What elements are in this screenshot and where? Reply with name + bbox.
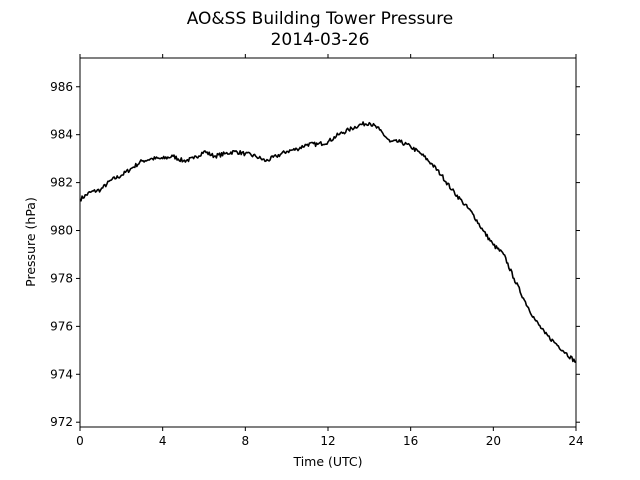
y-tick-label: 986 — [50, 80, 73, 94]
plot-area: 0 4 8 12 16 20 24 972 974 976 978 980 982 984 986 — [50, 54, 584, 448]
y-tick-label: 976 — [50, 319, 73, 333]
y-axis-label: Pressure (hPa) — [23, 197, 38, 287]
chart-subtitle: 2014-03-26 — [271, 30, 370, 50]
pressure-series-line — [79, 121, 577, 364]
x-axis-label: Time (UTC) — [292, 454, 362, 469]
y-tick-label: 974 — [50, 367, 73, 381]
plot-frame — [79, 57, 577, 428]
y-tick-label: 978 — [50, 271, 73, 285]
chart-title: AO&SS Building Tower Pressure — [187, 9, 454, 29]
x-tick-label: 0 — [76, 434, 84, 448]
x-tick-label: 24 — [568, 434, 583, 448]
x-tick-label: 4 — [159, 434, 167, 448]
x-tick-label: 20 — [486, 434, 501, 448]
y-tick-label: 980 — [50, 224, 73, 238]
y-tick-label: 984 — [50, 128, 73, 142]
x-tick-label: 8 — [242, 434, 250, 448]
x-tick-label: 16 — [403, 434, 418, 448]
y-tick-label: 982 — [50, 176, 73, 190]
y-tick-label: 972 — [50, 415, 73, 429]
x-tick-label: 12 — [320, 434, 335, 448]
